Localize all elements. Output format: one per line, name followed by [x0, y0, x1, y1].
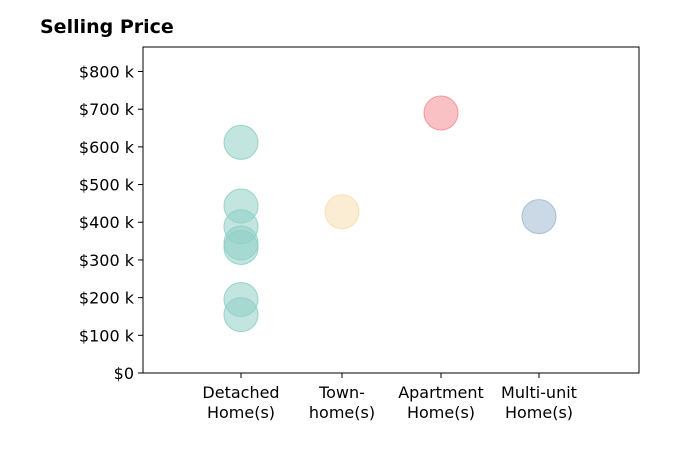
y-tick-label: $100 k: [79, 326, 135, 345]
x-tick-label: Multi-unit Home(s): [501, 383, 577, 422]
x-tick-label: Detached Home(s): [202, 383, 279, 422]
data-point: [223, 297, 259, 333]
data-point: [223, 229, 259, 265]
y-axis: $0 $100 k $200 k $300 k $400 k $500 k $600 k $7…: [79, 62, 143, 383]
data-point: [521, 199, 557, 235]
y-tick-label: $400 k: [79, 213, 135, 232]
plot-area-frame: [142, 46, 640, 374]
chart-title: Selling Price: [40, 16, 174, 38]
y-tick-label: $700 k: [79, 100, 135, 119]
data-points: [223, 95, 557, 333]
x-tick-label: Town-home(s): [309, 383, 375, 422]
x-axis: Detached Home(s) Town-home(s) Apartment Home…: [202, 373, 577, 422]
y-tick-label: $600 k: [79, 138, 135, 157]
y-tick-label: $500 k: [79, 176, 135, 195]
y-tick-label: $300 k: [79, 251, 135, 270]
y-tick-label: $200 k: [79, 289, 135, 308]
data-point: [423, 95, 459, 131]
data-point: [223, 124, 259, 160]
data-point: [324, 194, 360, 230]
y-tick-label: $0: [114, 364, 134, 383]
y-tick-label: $800 k: [79, 62, 135, 81]
x-tick-label: Apartment Home(s): [398, 383, 484, 422]
